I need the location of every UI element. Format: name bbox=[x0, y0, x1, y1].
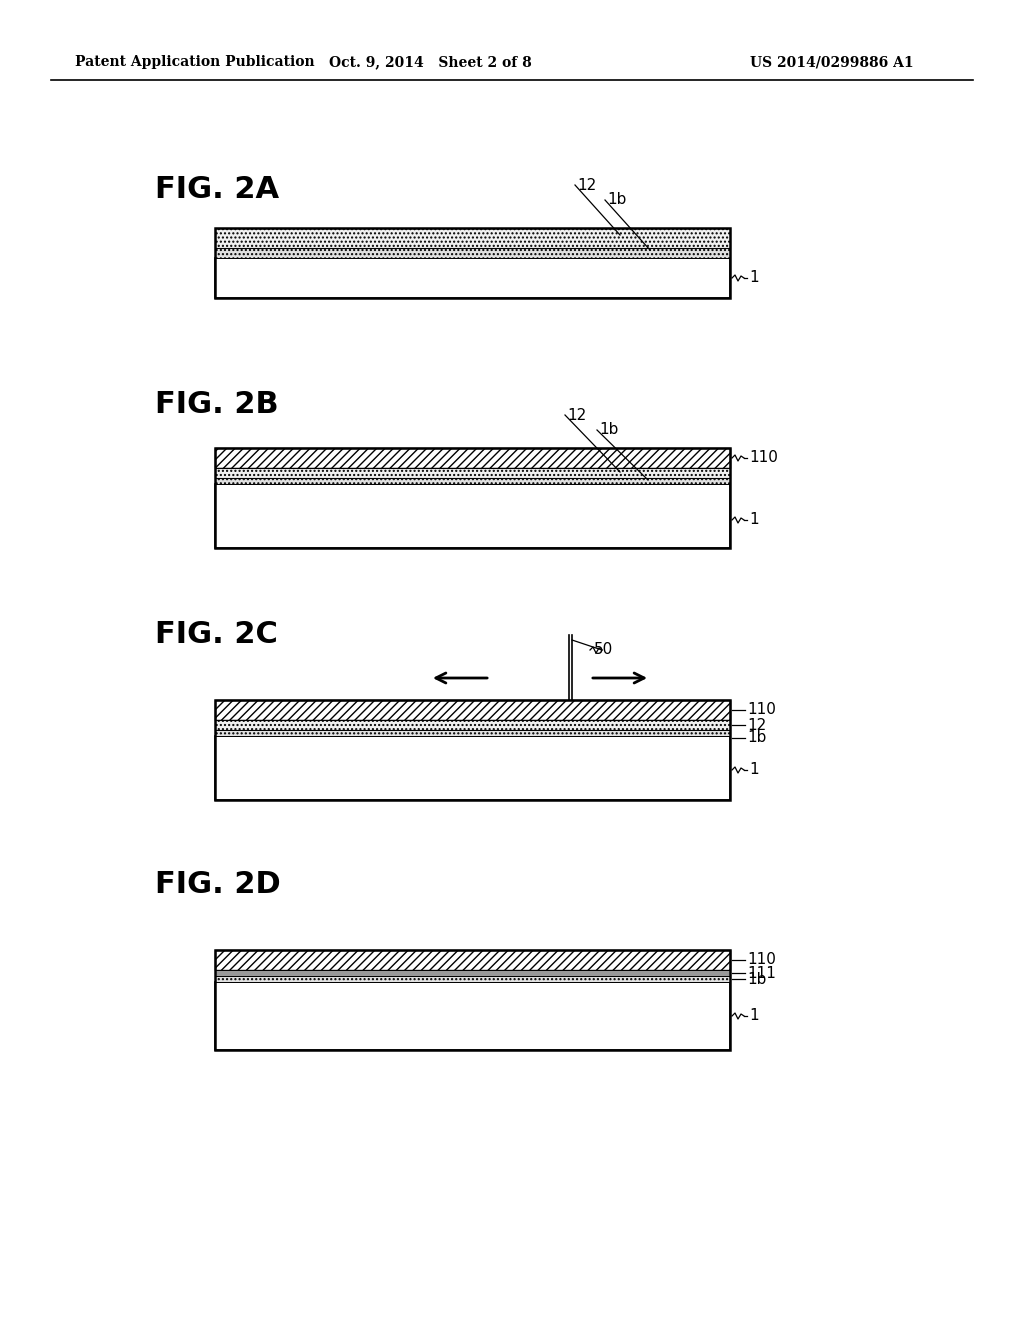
Bar bbox=[215, 248, 730, 257]
Bar bbox=[215, 700, 730, 719]
Text: FIG. 2C: FIG. 2C bbox=[155, 620, 278, 649]
Bar bbox=[215, 447, 730, 548]
Bar bbox=[215, 970, 730, 975]
Bar bbox=[215, 950, 730, 970]
Text: 1: 1 bbox=[749, 763, 759, 777]
Text: 1b: 1b bbox=[607, 193, 627, 207]
Text: FIG. 2A: FIG. 2A bbox=[155, 176, 280, 205]
Bar bbox=[215, 228, 730, 298]
Text: US 2014/0299886 A1: US 2014/0299886 A1 bbox=[750, 55, 913, 69]
Bar bbox=[215, 447, 730, 469]
Text: 111: 111 bbox=[746, 965, 776, 981]
Bar bbox=[215, 478, 730, 484]
Bar bbox=[215, 228, 730, 248]
Text: 110: 110 bbox=[746, 953, 776, 968]
Bar bbox=[215, 975, 730, 982]
Text: Patent Application Publication: Patent Application Publication bbox=[75, 55, 314, 69]
Text: 110: 110 bbox=[746, 702, 776, 718]
Text: 50: 50 bbox=[594, 643, 613, 657]
Text: 1: 1 bbox=[749, 271, 759, 285]
Bar bbox=[215, 484, 730, 548]
Bar bbox=[215, 730, 730, 737]
Text: 1: 1 bbox=[749, 1008, 759, 1023]
Text: 12: 12 bbox=[577, 177, 596, 193]
Bar bbox=[215, 257, 730, 298]
Text: 12: 12 bbox=[746, 718, 766, 733]
Bar bbox=[215, 950, 730, 1049]
Text: 1b: 1b bbox=[746, 972, 766, 986]
Bar bbox=[215, 737, 730, 800]
Text: 12: 12 bbox=[567, 408, 587, 422]
Text: Oct. 9, 2014   Sheet 2 of 8: Oct. 9, 2014 Sheet 2 of 8 bbox=[329, 55, 531, 69]
Bar bbox=[215, 719, 730, 730]
Bar bbox=[215, 700, 730, 800]
Text: 1b: 1b bbox=[599, 422, 618, 437]
Bar bbox=[215, 982, 730, 1049]
Text: FIG. 2D: FIG. 2D bbox=[155, 870, 281, 899]
Bar bbox=[215, 469, 730, 478]
Text: 1: 1 bbox=[749, 512, 759, 528]
Text: 1b: 1b bbox=[746, 730, 766, 746]
Text: 110: 110 bbox=[749, 450, 778, 466]
Text: FIG. 2B: FIG. 2B bbox=[155, 389, 279, 418]
